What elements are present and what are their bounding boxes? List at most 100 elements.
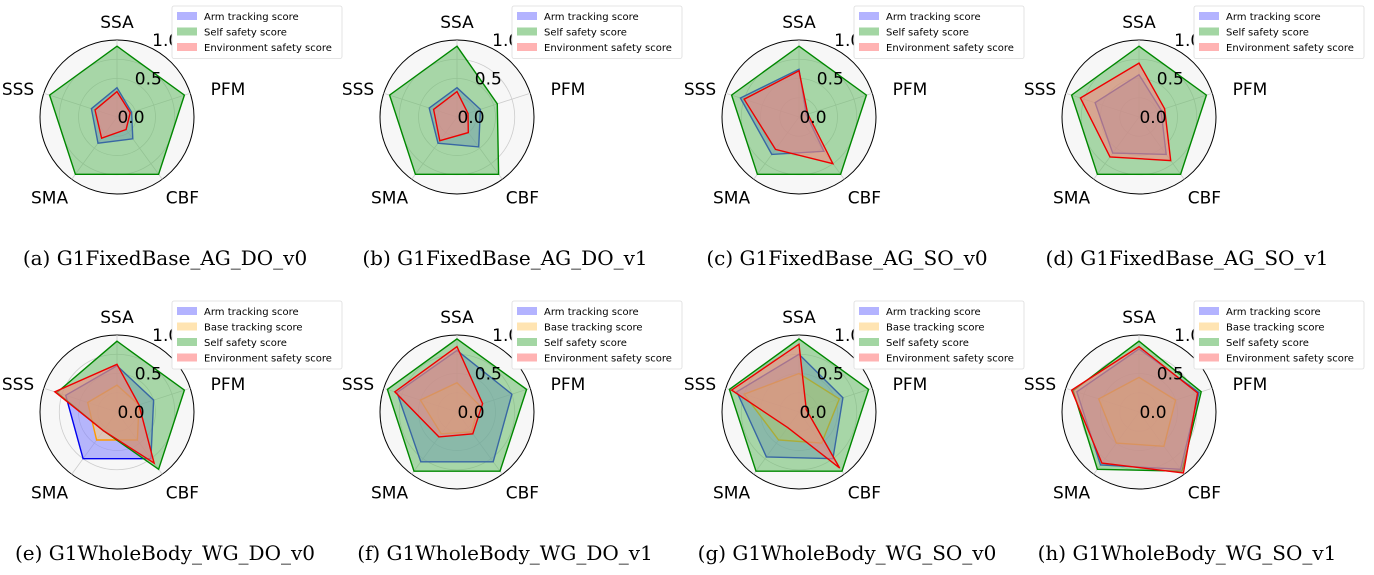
legend-swatch xyxy=(859,338,879,346)
legend-label: Arm tracking score xyxy=(544,307,639,318)
legend-frame xyxy=(1193,5,1365,59)
radial-tick-label: 0.0 xyxy=(117,403,144,423)
legend-label: Environment safety score xyxy=(544,354,672,365)
legend: Arm tracking score Self safety score Envir… xyxy=(511,5,683,59)
legend-label: Base tracking score xyxy=(544,323,643,334)
axis-label-sma: SMA xyxy=(31,188,68,208)
axis-label-sma: SMA xyxy=(713,483,750,503)
legend-label: Environment safety score xyxy=(204,354,332,365)
axis-label-ssa: SSA xyxy=(100,13,134,33)
series-polygon-environment-safety-score xyxy=(730,342,841,469)
axis-label-sma: SMA xyxy=(371,188,408,208)
axis-label-pfm: PFM xyxy=(551,375,586,395)
legend-swatch xyxy=(177,338,197,346)
axis-label-ssa: SSA xyxy=(440,13,474,33)
axis-label-pfm: PFM xyxy=(893,80,928,100)
legend-swatch xyxy=(517,322,537,331)
legend-swatch xyxy=(177,43,197,51)
axis-label-cbf: CBF xyxy=(848,188,881,208)
legend-label: Environment safety score xyxy=(886,43,1014,54)
axis-label-pfm: PFM xyxy=(1233,375,1268,395)
legend-frame xyxy=(171,5,343,59)
axis-label-cbf: CBF xyxy=(166,483,199,503)
axis-label-ssa: SSA xyxy=(100,308,134,328)
legend-label: Environment safety score xyxy=(204,43,332,54)
radial-tick-label: 0.0 xyxy=(1139,108,1166,128)
axis-label-pfm: PFM xyxy=(893,375,928,395)
axis-label-sss: SSS xyxy=(1024,375,1056,395)
legend-label: Self safety score xyxy=(886,338,969,349)
axis-label-ssa: SSA xyxy=(782,13,816,33)
series-polygon-environment-safety-score xyxy=(1070,345,1199,474)
legend-label: Self safety score xyxy=(544,338,627,349)
legend-swatch xyxy=(859,43,879,51)
axis-label-cbf: CBF xyxy=(506,483,539,503)
axis-label-cbf: CBF xyxy=(506,188,539,208)
axis-label-cbf: CBF xyxy=(166,188,199,208)
series-polygon-environment-safety-score xyxy=(1079,62,1172,162)
axis-label-sma: SMA xyxy=(31,483,68,503)
legend-swatch xyxy=(1199,353,1219,362)
axis-label-sss: SSS xyxy=(2,375,34,395)
legend-swatch xyxy=(517,338,537,346)
series-polygon-environment-safety-score xyxy=(432,90,470,142)
axis-label-pfm: PFM xyxy=(211,375,246,395)
axis-label-sss: SSS xyxy=(342,375,374,395)
axis-label-sss: SSS xyxy=(684,80,716,100)
series-polygon-environment-safety-score xyxy=(743,69,835,165)
axis-label-sss: SSS xyxy=(2,80,34,100)
legend-swatch xyxy=(859,12,879,20)
axis-label-sma: SMA xyxy=(371,483,408,503)
legend-swatch xyxy=(177,322,197,331)
axis-label-pfm: PFM xyxy=(211,80,246,100)
legend-swatch xyxy=(859,353,879,362)
axis-label-cbf: CBF xyxy=(1188,483,1221,503)
legend-label: Environment safety score xyxy=(1226,43,1354,54)
axis-label-ssa: SSA xyxy=(1122,308,1156,328)
panel-caption: (g) G1WholeBody_WG_SO_v0 xyxy=(698,541,997,565)
panel-caption: (h) G1WholeBody_WG_SO_v1 xyxy=(1038,541,1337,565)
legend-swatch xyxy=(517,307,537,315)
axis-label-sma: SMA xyxy=(1053,188,1090,208)
legend-label: Arm tracking score xyxy=(886,307,981,318)
panel-caption: (b) G1FixedBase_AG_DO_v1 xyxy=(362,246,647,270)
legend-label: Self safety score xyxy=(544,28,627,39)
legend-label: Environment safety score xyxy=(886,354,1014,365)
legend-swatch xyxy=(517,12,537,20)
legend-frame xyxy=(171,300,343,370)
radial-tick-label: 0.5 xyxy=(475,70,502,90)
axis-label-cbf: CBF xyxy=(848,483,881,503)
legend-swatch xyxy=(177,307,197,315)
panel-caption: (e) G1WholeBody_WG_DO_v0 xyxy=(15,541,315,565)
series-polygon-environment-safety-score xyxy=(94,90,131,140)
radial-tick-label: 0.0 xyxy=(117,108,144,128)
legend-label: Arm tracking score xyxy=(1226,12,1321,23)
axis-label-pfm: PFM xyxy=(1233,80,1268,100)
legend-swatch xyxy=(1199,307,1219,315)
legend-label: Base tracking score xyxy=(886,323,985,334)
axis-label-sma: SMA xyxy=(1053,483,1090,503)
legend: Arm tracking score Base tracking score Sel… xyxy=(1193,300,1365,370)
legend-label: Self safety score xyxy=(1226,338,1309,349)
radial-tick-label: 0.5 xyxy=(135,70,162,90)
radial-tick-label: 0.5 xyxy=(135,365,162,385)
legend-swatch xyxy=(517,43,537,51)
axis-label-sss: SSS xyxy=(342,80,374,100)
legend: Arm tracking score Self safety score Envir… xyxy=(853,5,1025,59)
legend-swatch xyxy=(859,307,879,315)
panel-caption: (d) G1FixedBase_AG_SO_v1 xyxy=(1046,246,1329,270)
panel-caption: (f) G1WholeBody_WG_DO_v1 xyxy=(357,541,653,565)
radial-tick-label: 0.0 xyxy=(799,108,826,128)
legend-label: Self safety score xyxy=(886,28,969,39)
legend-swatch xyxy=(517,27,537,36)
legend-swatch xyxy=(859,322,879,331)
legend-swatch xyxy=(177,27,197,36)
panel-caption: (a) G1FixedBase_AG_DO_v0 xyxy=(23,246,307,270)
axis-label-cbf: CBF xyxy=(1188,188,1221,208)
